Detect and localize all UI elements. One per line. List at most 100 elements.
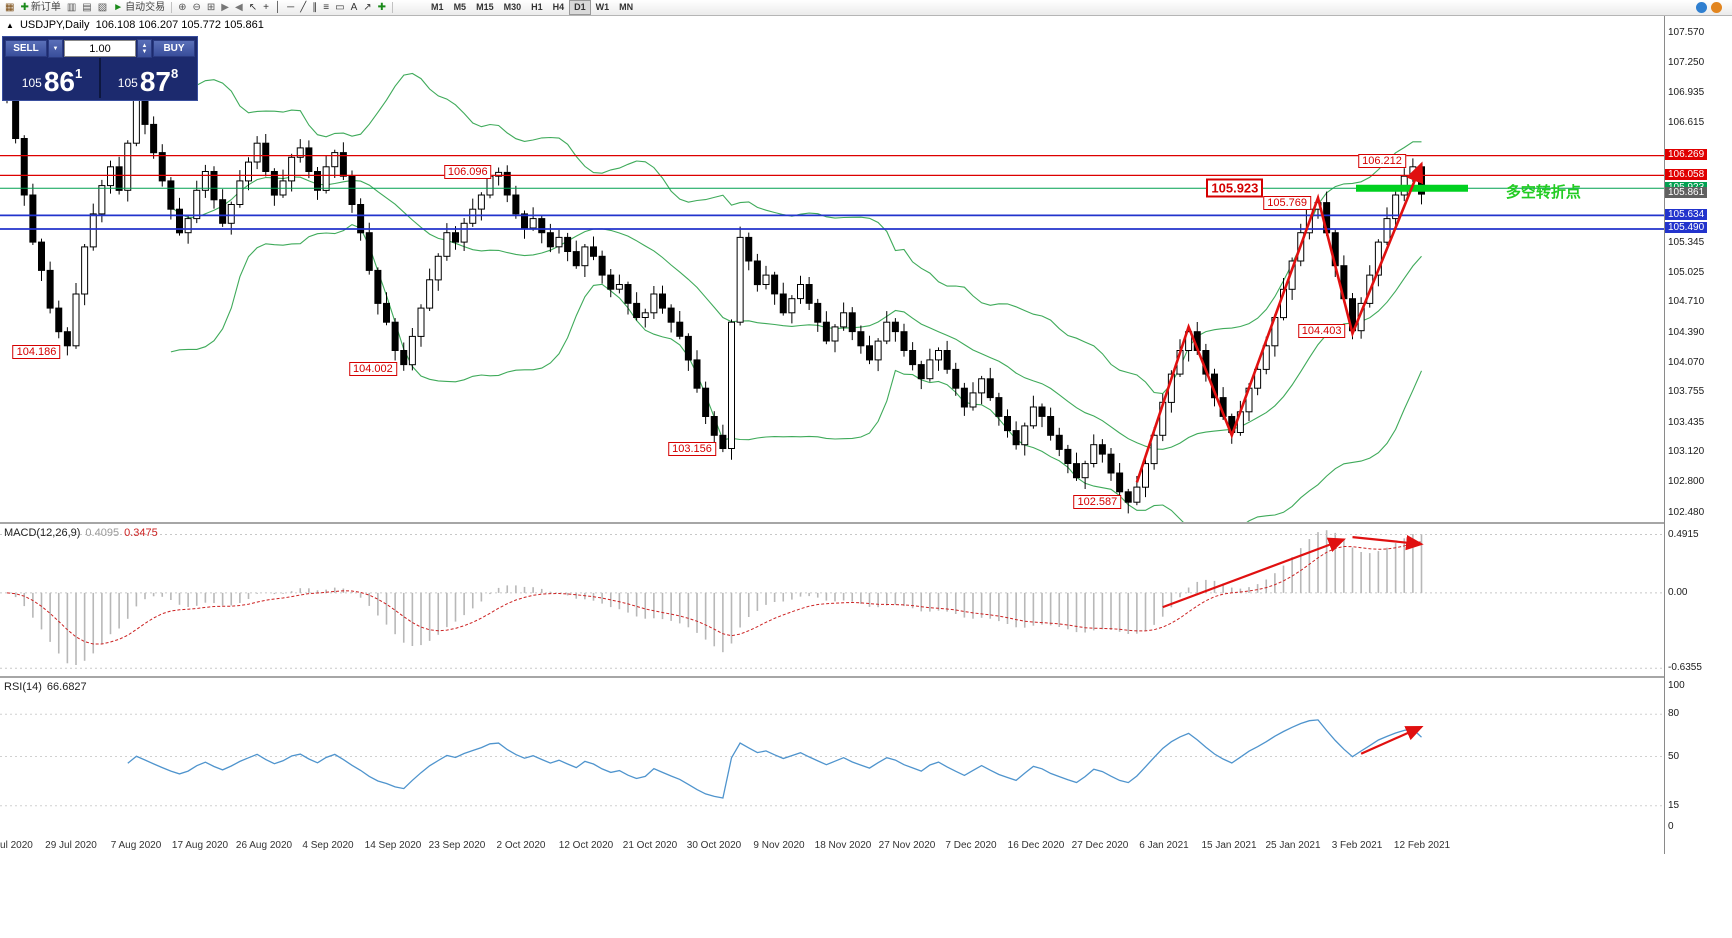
candle-body: [141, 97, 149, 125]
main-price-axis[interactable]: 107.570 107.250 106.935 106.615 105.345 105.0…: [1665, 16, 1732, 522]
new-order-button[interactable]: ✚ 新订单: [17, 1, 63, 15]
macd-trend-arrow[interactable]: [1162, 537, 1346, 609]
trendline-icon[interactable]: ╱: [297, 1, 309, 15]
sell-button[interactable]: SELL: [5, 40, 47, 57]
rsi-value-axis[interactable]: 100 80 50 15 0: [1665, 678, 1732, 838]
zoom-in-icon: ⊕: [178, 1, 187, 13]
candle-body: [314, 171, 321, 191]
rsi-trend-arrow[interactable]: [1360, 725, 1424, 755]
price-axis[interactable]: 107.570 107.250 106.935 106.615 105.345 105.0…: [1665, 16, 1732, 854]
horizontal-line-icon[interactable]: ─: [284, 1, 297, 15]
candle-body: [452, 232, 459, 243]
timeframe-h4-button[interactable]: H4: [552, 2, 565, 12]
candle-body: [866, 345, 873, 361]
chart-candles-icon[interactable]: ▤: [79, 1, 94, 15]
timeframe-mn-button[interactable]: MN: [619, 2, 634, 12]
toolbar-separator: [171, 2, 173, 13]
rsi-panel-canvas[interactable]: [0, 678, 1664, 838]
date-tick-label: 17 Aug 2020: [171, 840, 229, 851]
arrows-icon[interactable]: ↗: [360, 1, 374, 15]
zoom-out-icon[interactable]: ⊖: [190, 1, 204, 15]
macd-value-axis[interactable]: 0.4915 0.00 -0.6355: [1665, 524, 1732, 676]
candle-body: [184, 218, 192, 234]
macd-trend-arrow[interactable]: [1352, 534, 1424, 551]
timeframe-w1-button[interactable]: W1: [595, 2, 610, 12]
candle-body: [348, 175, 356, 205]
candle-body: [995, 397, 1003, 417]
timeframe-m1-button[interactable]: M1: [431, 2, 444, 12]
buy-price[interactable]: 105 87 8: [101, 58, 195, 98]
autotrading-button[interactable]: ► 自动交易: [110, 1, 168, 15]
terminal-icon[interactable]: ▦: [2, 1, 17, 15]
shapes-icon[interactable]: ▭: [332, 1, 347, 15]
help-icon[interactable]: [1711, 2, 1722, 13]
rsi-tick-label: 0: [1668, 821, 1674, 832]
fibonacci-icon[interactable]: ≡: [320, 1, 332, 15]
zoom-in-icon[interactable]: ⊕: [175, 1, 189, 15]
timeframe-m30-button[interactable]: M30: [503, 2, 522, 12]
panel-separator[interactable]: [0, 522, 1732, 524]
candle-body: [719, 434, 727, 449]
rsi-indicator-label: RSI(14) 66.6827: [4, 681, 87, 693]
ohlc-close: 105.861: [224, 19, 264, 31]
community-icon[interactable]: [1696, 2, 1707, 13]
price-tick-label: 104.710: [1668, 296, 1705, 308]
volume-up-icon[interactable]: ▲: [141, 42, 148, 49]
candle-body: [753, 260, 761, 286]
candle-body: [590, 246, 597, 257]
text-icon: A: [350, 1, 358, 13]
candle-body: [546, 232, 554, 248]
buy-button[interactable]: BUY: [153, 40, 195, 57]
candle-body: [909, 350, 917, 366]
time-axis[interactable]: 20 Jul 2020 29 Jul 2020 7 Aug 2020 17 Aug 2…: [0, 838, 1664, 854]
candle-body: [124, 142, 132, 191]
chart-line-icon[interactable]: ▧: [95, 1, 110, 15]
sell-price[interactable]: 105 86 1: [5, 58, 99, 98]
vertical-line-icon[interactable]: │: [272, 1, 284, 15]
order-type-dropdown[interactable]: ▼: [48, 39, 63, 58]
candle-body: [460, 222, 468, 243]
timeframe-m5-button[interactable]: M5: [453, 2, 467, 12]
crosshair-icon: +: [263, 1, 269, 13]
timeframe-m15-button[interactable]: M15: [476, 2, 494, 12]
tile-windows-icon[interactable]: ⊞: [204, 1, 218, 15]
shapes-icon: ▭: [335, 1, 345, 13]
vertical-line-icon: │: [274, 1, 282, 13]
price-tag: 105.861: [1665, 187, 1708, 199]
candle-body: [426, 279, 434, 309]
volume-down-icon[interactable]: ▼: [141, 48, 148, 55]
price-tick-label: 106.935: [1668, 86, 1705, 98]
indicators-icon[interactable]: ✚: [375, 1, 389, 15]
channel-icon[interactable]: ∥: [309, 1, 320, 15]
crosshair-icon[interactable]: +: [260, 1, 272, 15]
chart-shift-icon[interactable]: ◀: [232, 1, 246, 15]
volume-input[interactable]: [64, 40, 136, 57]
candle-body: [831, 326, 839, 342]
candle-body: [158, 152, 166, 182]
timeframe-d1-button[interactable]: D1: [569, 0, 591, 15]
price-tag: 106.269: [1665, 149, 1708, 161]
timeframe-h1-button[interactable]: H1: [531, 2, 543, 12]
horizontal-line-icon: ─: [287, 1, 295, 13]
main-chart-canvas[interactable]: [0, 16, 1664, 522]
buy-price-sup: 8: [170, 66, 179, 81]
panel-separator[interactable]: [0, 676, 1732, 678]
chart-bars-icon[interactable]: ▥: [64, 1, 79, 15]
ohlc-open: 106.108: [95, 19, 136, 31]
date-tick-label: 6 Jan 2021: [1139, 840, 1189, 851]
volume-stepper[interactable]: ▲ ▼: [137, 39, 152, 58]
price-tick-label: 104.070: [1668, 356, 1705, 368]
auto-scroll-icon[interactable]: ▶: [218, 1, 232, 15]
candle-body: [1150, 434, 1158, 465]
trend-zigzag-annotation[interactable]: [1135, 161, 1424, 483]
cursor-icon[interactable]: ↖: [246, 1, 260, 15]
macd-panel-canvas[interactable]: [0, 524, 1664, 676]
new-order-icon: ✚: [20, 1, 29, 13]
text-icon[interactable]: A: [348, 1, 361, 15]
candle-body: [443, 232, 451, 257]
candle-body: [107, 166, 114, 187]
toolbar-right-group: [1696, 2, 1730, 13]
date-tick-label: 29 Jul 2020: [45, 840, 97, 851]
candle-body: [29, 194, 37, 243]
candle-body: [538, 218, 546, 234]
